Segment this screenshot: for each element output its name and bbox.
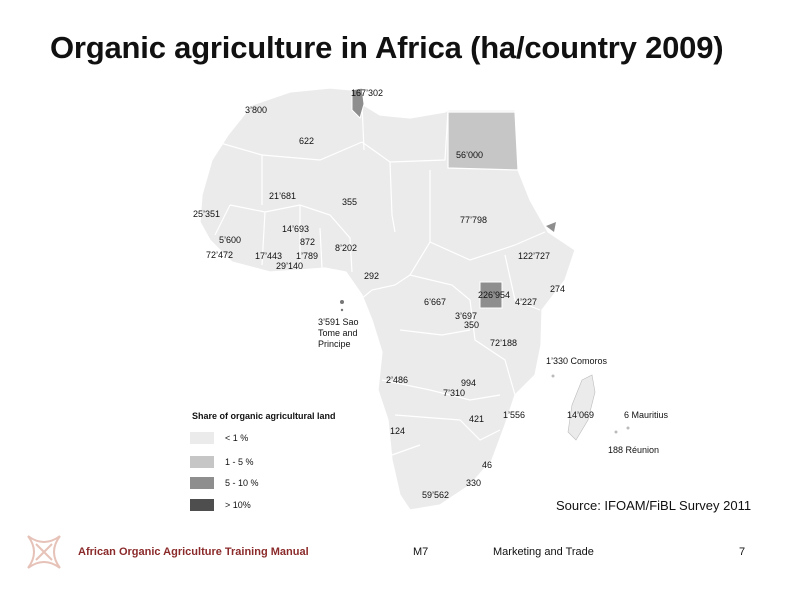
label-malawi: 994 — [461, 378, 477, 388]
label-somalia: 274 — [550, 284, 566, 294]
label-mauritius: 6 Mauritius — [624, 410, 669, 420]
legend-swatch-1-5 — [190, 456, 214, 468]
label-togo: 1’789 — [296, 251, 319, 261]
label-tunisia: 167’302 — [351, 88, 384, 98]
egypt-region — [447, 111, 519, 171]
legend-label-gt10: > 10% — [225, 500, 251, 510]
legend-swatch-5-10 — [190, 477, 214, 489]
label-zambia: 7’310 — [443, 388, 466, 398]
label-lesotho: 330 — [466, 478, 482, 488]
label-benin: 29’140 — [276, 261, 304, 271]
label-algeria: 622 — [299, 136, 315, 146]
legend-swatch-lt1 — [190, 432, 214, 444]
label-reunion: 188 Réunion — [608, 445, 660, 455]
organic-manual-logo — [27, 535, 61, 569]
sao-tome-marker — [340, 300, 344, 304]
label-drc: 6’667 — [424, 297, 447, 307]
label-ghana: 872 — [300, 237, 316, 247]
madagascar — [567, 374, 596, 441]
label-cote-divoire: 17’443 — [255, 251, 283, 261]
label-burkina-faso: 14’693 — [282, 224, 310, 234]
label-morocco: 3’800 — [245, 105, 268, 115]
legend-label-lt1: < 1 % — [225, 433, 249, 443]
label-namibia: 2’486 — [386, 375, 409, 385]
source-note: Source: IFOAM/FiBL Survey 2011 — [556, 498, 752, 513]
label-mozambique: 1’556 — [503, 410, 526, 420]
label-madagascar: 14’069 — [567, 410, 595, 420]
label-rwanda: 3’697 — [455, 311, 478, 321]
mauritius-marker — [626, 426, 630, 430]
label-ethiopia: 122’727 — [518, 251, 551, 261]
slide-title: Organic agriculture in Africa (ha/countr… — [50, 30, 724, 65]
label-kenya: 4’227 — [515, 297, 538, 307]
uganda-region — [479, 281, 503, 309]
africa-continent — [199, 87, 576, 511]
label-mali: 21’681 — [269, 191, 297, 201]
label-niger: 355 — [342, 197, 358, 207]
label-comoros: 1’330 Comoros — [546, 356, 608, 366]
label-senegal: 25’351 — [193, 209, 221, 219]
label-guinea: 5’600 — [219, 235, 242, 245]
legend-title: Share of organic agricultural land — [192, 411, 336, 421]
comoros-marker — [551, 374, 555, 378]
label-sudan: 77’798 — [460, 215, 488, 225]
label-sao-tome: 3’591 Sao Tome and Principe — [318, 317, 359, 349]
principe-marker — [340, 308, 344, 312]
footer-manual-title: African Organic Agriculture Training Man… — [78, 546, 309, 558]
label-tanzania: 72’188 — [490, 338, 518, 348]
legend-label-5-10: 5 - 10 % — [225, 478, 259, 488]
label-uganda: 226’954 — [478, 290, 511, 300]
tunisia-region — [351, 87, 365, 119]
footer-module: M7 — [413, 546, 429, 558]
djibouti-marker — [546, 222, 556, 232]
reunion-marker — [614, 430, 618, 434]
label-zimbabwe: 421 — [469, 414, 485, 424]
label-cameroon: 292 — [364, 271, 380, 281]
footer-page-number: 7 — [739, 546, 746, 558]
label-sierra-leone: 72’472 — [206, 250, 234, 260]
legend-swatch-gt10 — [190, 499, 214, 511]
label-nigeria: 8’202 — [335, 243, 358, 253]
footer-topic: Marketing and Trade — [493, 546, 594, 558]
label-egypt: 56’000 — [456, 150, 484, 160]
label-burundi: 350 — [464, 320, 480, 330]
label-botswana: 124 — [390, 426, 406, 436]
legend-label-1-5: 1 - 5 % — [225, 457, 254, 467]
label-swaziland: 46 — [482, 460, 493, 470]
label-south-africa: 59’562 — [422, 490, 450, 500]
